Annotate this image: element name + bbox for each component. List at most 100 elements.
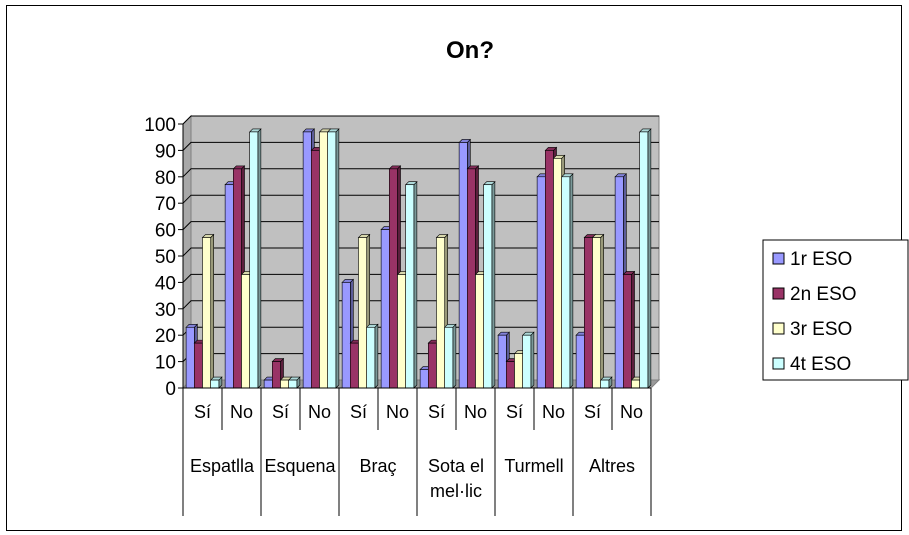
bar: [639, 131, 649, 389]
bar: [366, 326, 376, 389]
bar: [249, 131, 259, 389]
gridline: [182, 168, 659, 178]
y-tick-label: 50: [155, 247, 176, 268]
subcategory-label: No: [230, 402, 253, 422]
bar: [522, 334, 532, 389]
gridline: [182, 221, 659, 230]
bar: [389, 168, 398, 389]
bar: [350, 342, 359, 389]
bar: [614, 176, 624, 389]
bar: [436, 237, 445, 389]
bar: [280, 379, 289, 389]
y-tick-label: 70: [155, 194, 176, 215]
legend-label: 1r ESO: [790, 249, 852, 270]
bar: [210, 379, 220, 389]
bar-side: [413, 180, 418, 389]
bar-side: [452, 323, 457, 389]
legend-label: 3r ESO: [790, 319, 852, 340]
bar-side: [569, 173, 574, 389]
bar: [358, 237, 367, 389]
bar: [202, 237, 211, 389]
y-tick-label: 40: [155, 273, 176, 294]
bar-side: [491, 180, 496, 389]
bar: [327, 131, 337, 389]
bar: [405, 184, 415, 389]
bar: [341, 282, 351, 389]
subcategory-label: Sí: [194, 402, 211, 422]
bar: [319, 131, 328, 389]
bar: [497, 334, 507, 389]
legend-swatch: [772, 287, 785, 300]
bar: [444, 326, 454, 389]
bar: [631, 379, 640, 389]
bar: [419, 369, 429, 389]
bar-side: [600, 233, 604, 389]
group-label: Sota el: [428, 456, 484, 476]
bar: [288, 379, 298, 389]
gridline: [182, 115, 659, 125]
bar: [475, 274, 484, 389]
bar: [467, 168, 476, 389]
subcategory-label: Sí: [272, 402, 289, 422]
y-tick-label: 0: [165, 379, 176, 400]
group-label: Braç: [359, 456, 396, 476]
bar: [600, 379, 610, 389]
gridline: [182, 194, 659, 204]
group-label: Esquena: [264, 456, 336, 476]
y-tick-label: 60: [155, 221, 176, 242]
gridline: [182, 247, 659, 257]
subcategory-label: Sí: [350, 402, 367, 422]
subcategory-label: Sí: [584, 402, 601, 422]
bar-side: [374, 323, 379, 389]
subcategory-label: Sí: [506, 402, 523, 422]
subcategory-label: No: [542, 402, 565, 422]
subcategory-label: No: [464, 402, 487, 422]
bar: [561, 176, 571, 389]
subcategory-label: No: [308, 402, 331, 422]
legend-label: 4t ESO: [790, 354, 851, 375]
bar: [224, 184, 234, 389]
bar-side: [530, 331, 535, 389]
bar-side: [257, 128, 262, 389]
subcategory-label: No: [386, 402, 409, 422]
group-label: mel·lic: [430, 481, 482, 501]
bar: [397, 274, 406, 389]
subcategory-label: No: [620, 402, 643, 422]
bar: [545, 150, 554, 389]
y-tick-label: 90: [155, 141, 176, 162]
bar: [514, 353, 523, 389]
gridline: [182, 300, 659, 310]
bar: [233, 168, 242, 389]
bar: [311, 150, 320, 389]
legend-swatch: [772, 252, 785, 265]
bar-side: [647, 128, 652, 389]
legend-box: [762, 239, 909, 381]
bar: [302, 131, 312, 389]
bar: [592, 237, 601, 389]
y-tick-label: 20: [155, 326, 176, 347]
bar: [483, 184, 493, 389]
bar: [194, 342, 203, 389]
bar-side: [335, 128, 340, 389]
bar-side: [631, 270, 635, 389]
subcategory-label: Sí: [428, 402, 445, 422]
y-tick-label: 30: [155, 300, 176, 321]
y-tick-label: 80: [155, 168, 176, 189]
group-label: Turmell: [504, 456, 563, 476]
bar: [185, 326, 195, 389]
bar: [263, 379, 273, 389]
bar: [272, 361, 281, 389]
bar: [536, 176, 546, 389]
legend-label: 2n ESO: [790, 284, 857, 305]
bar: [553, 158, 562, 389]
chart-title: On?: [446, 37, 494, 64]
bar: [380, 229, 390, 389]
gridline: [182, 273, 659, 283]
bar-side: [210, 233, 214, 389]
group-label: Espatlla: [190, 456, 255, 476]
y-tick-label: 100: [144, 115, 176, 136]
bar: [506, 361, 515, 389]
gridline: [182, 141, 659, 151]
legend-swatch: [772, 357, 785, 370]
